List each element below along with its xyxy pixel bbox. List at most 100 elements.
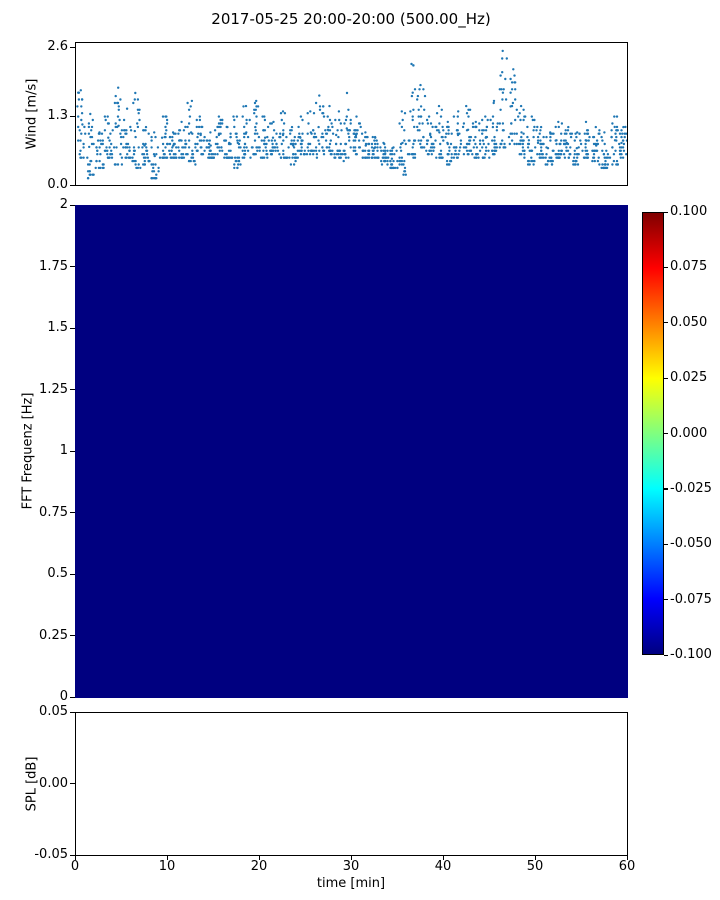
tick-mark <box>350 855 352 860</box>
scatter-point <box>199 146 202 149</box>
scatter-point <box>168 142 172 146</box>
scatter-point <box>474 125 477 129</box>
scatter-point <box>163 156 166 159</box>
scatter-point <box>445 159 449 163</box>
scatter-point <box>180 120 183 124</box>
scatter-point <box>79 139 82 142</box>
scatter-point <box>219 118 222 122</box>
scatter-point <box>232 115 235 118</box>
scatter-point <box>598 163 601 166</box>
scatter-point <box>246 149 250 152</box>
tick-mark <box>70 450 75 452</box>
scatter-point <box>491 139 494 142</box>
scatter-point <box>132 146 136 149</box>
scatter-point <box>496 122 499 125</box>
scatter-point <box>615 159 619 163</box>
scatter-point <box>401 118 404 122</box>
scatter-point <box>95 146 98 149</box>
scatter-point <box>498 122 501 125</box>
scatter-point <box>555 142 558 146</box>
scatter-point <box>241 156 244 159</box>
scatter-point <box>389 159 392 163</box>
scatter-point <box>418 122 421 125</box>
scatter-point <box>601 163 604 166</box>
scatter-point <box>466 153 469 156</box>
scatter-point <box>96 139 100 142</box>
scatter-point <box>243 142 247 146</box>
scatter-point <box>308 142 312 146</box>
scatter-point <box>77 125 80 129</box>
scatter-point <box>438 156 441 159</box>
fft-y-tick-label: 0.25 <box>39 627 68 643</box>
scatter-point <box>202 139 205 142</box>
scatter-point <box>234 159 237 163</box>
scatter-point <box>423 94 427 98</box>
scatter-point <box>556 153 560 156</box>
scatter-point <box>164 146 167 149</box>
scatter-point <box>142 129 145 132</box>
scatter-point <box>402 163 405 166</box>
scatter-point <box>601 149 604 152</box>
colorbar-tick-label: 0.025 <box>670 370 708 386</box>
tick-mark <box>442 855 444 860</box>
scatter-point <box>348 129 351 132</box>
scatter-point <box>515 108 518 112</box>
scatter-point <box>586 156 590 159</box>
scatter-point <box>165 122 169 125</box>
scatter-point <box>503 146 506 149</box>
scatter-point <box>509 77 512 81</box>
scatter-point <box>152 163 155 166</box>
scatter-point <box>142 142 145 146</box>
scatter-point <box>536 135 540 139</box>
scatter-point <box>184 125 187 129</box>
scatter-point <box>108 139 111 142</box>
scatter-point <box>138 118 141 122</box>
scatter-point <box>429 146 433 149</box>
scatter-point <box>572 156 576 159</box>
scatter-point <box>380 159 383 163</box>
scatter-point <box>403 112 407 115</box>
scatter-point <box>618 132 622 135</box>
scatter-point <box>352 132 355 135</box>
scatter-point <box>318 94 321 97</box>
scatter-point <box>255 99 258 103</box>
scatter-point <box>615 135 618 139</box>
scatter-point <box>184 139 187 142</box>
scatter-point <box>546 147 550 150</box>
scatter-point <box>281 133 285 137</box>
scatter-point <box>151 177 154 180</box>
scatter-point <box>241 149 244 152</box>
scatter-point <box>429 133 432 137</box>
scatter-point <box>416 129 420 132</box>
scatter-point <box>229 149 232 152</box>
scatter-point <box>423 146 426 149</box>
scatter-point <box>452 115 456 118</box>
scatter-point <box>478 139 482 142</box>
scatter-point <box>465 146 468 149</box>
scatter-point <box>512 68 515 71</box>
scatter-point <box>80 112 84 115</box>
scatter-point <box>119 98 122 101</box>
scatter-point <box>126 142 130 146</box>
scatter-point <box>539 125 543 129</box>
scatter-point <box>362 139 365 142</box>
wind-y-tick-label: 2.6 <box>47 39 68 55</box>
scatter-point <box>279 135 282 139</box>
scatter-point <box>400 156 404 159</box>
scatter-point <box>560 149 563 152</box>
scatter-point <box>417 115 420 118</box>
scatter-point <box>454 149 457 152</box>
scatter-point <box>566 129 570 132</box>
scatter-point <box>546 163 549 166</box>
scatter-point <box>281 110 285 113</box>
scatter-point <box>440 108 443 112</box>
scatter-point <box>357 146 361 149</box>
scatter-point <box>601 139 604 142</box>
scatter-point <box>536 153 539 156</box>
scatter-point <box>444 135 447 139</box>
scatter-point <box>117 108 120 112</box>
scatter-point <box>143 159 146 163</box>
scatter-point <box>573 149 576 152</box>
scatter-point <box>390 166 393 170</box>
scatter-point <box>196 149 199 152</box>
